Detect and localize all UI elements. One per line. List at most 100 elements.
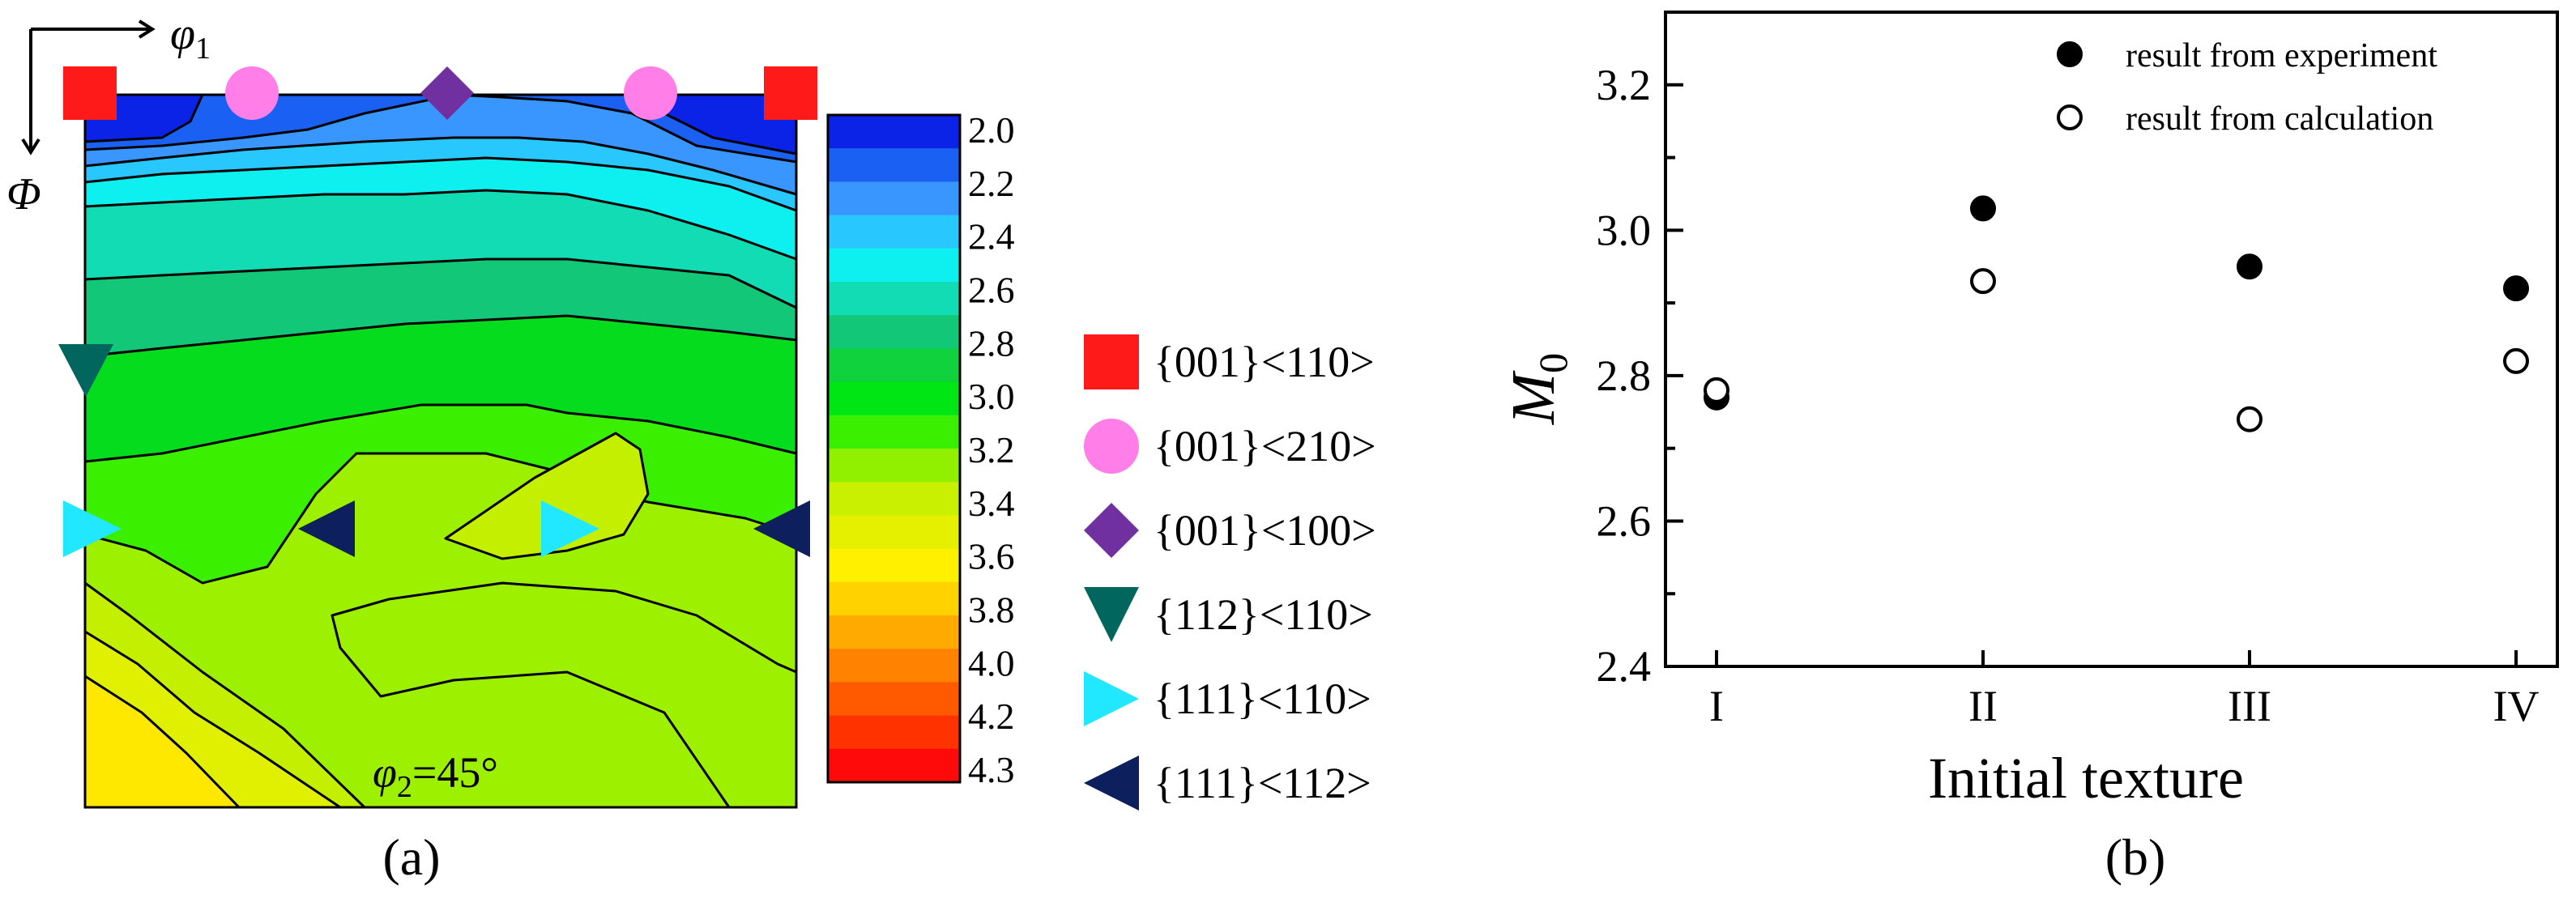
- colorbar-swatch: [828, 148, 960, 182]
- marker-001-110-right: [764, 66, 817, 120]
- legend-marker: [1084, 419, 1139, 474]
- legend-marker: [1084, 503, 1139, 558]
- x-tick-label: II: [1968, 682, 1998, 730]
- colorbar-tick-label: 2.2: [968, 163, 1015, 204]
- colorbar-swatch: [828, 515, 960, 550]
- legend-label: {111}<112>: [1154, 759, 1371, 807]
- texture-legend: {001}<110> {001}<210> {001}<100> {112}<110>…: [1084, 334, 1376, 811]
- legend-item: {112}<110>: [1084, 587, 1373, 642]
- x-tick-label: I: [1709, 682, 1724, 730]
- colorbar-swatch: [828, 348, 960, 383]
- x-axis-label: Initial texture: [1928, 746, 2244, 811]
- y-tick-label: 3.0: [1597, 206, 1652, 254]
- colorbar-tick-label: 2.4: [968, 216, 1015, 257]
- colorbar-swatch: [828, 748, 960, 783]
- scatter-chart: 2.42.62.83.03.2 I II III IV result from exp…: [1499, 11, 2559, 886]
- legend-label: {001}<100>: [1154, 506, 1376, 555]
- y-tick-label: 2.4: [1597, 642, 1652, 691]
- colorbar-tick-label: 4.0: [968, 642, 1015, 683]
- y-tick-label: 2.8: [1597, 351, 1652, 400]
- colorbar-tick-label: 2.6: [968, 270, 1015, 311]
- experiment-point: [2503, 275, 2529, 302]
- marker-112-110: [58, 344, 113, 397]
- y-axis-ticks: 2.4 2.6 2.8 3.0 3.2: [1597, 61, 1683, 691]
- legend-label: {111}<110>: [1154, 675, 1371, 723]
- marker-001-210-right: [624, 66, 677, 120]
- colorbar-swatch: [828, 381, 960, 416]
- y-axis-label: M0: [1499, 353, 1576, 425]
- legend-marker: [1084, 334, 1139, 389]
- panel-b-caption: (b): [2105, 828, 2166, 886]
- colorbar-tick-labels: 2.0 2.2 2.4 2.6 2.8 3.0 3.2 3.4 3.6 3.8 4.0 4.2 4.3: [968, 109, 1015, 790]
- x-axis-ticks: I II III IV: [1709, 650, 2539, 730]
- y-tick-label: 2.6: [1597, 496, 1652, 545]
- experiment-point: [1970, 195, 1996, 222]
- legend-label: {112}<110>: [1154, 590, 1373, 639]
- colorbar-tick-label: 3.6: [968, 536, 1015, 577]
- map-markers: [58, 66, 817, 557]
- marker-001-100: [420, 66, 474, 120]
- colorbar-frame: [826, 113, 962, 784]
- chart-legend-marker: [2057, 41, 2083, 67]
- legend-marker: [1084, 755, 1139, 811]
- contour-panel: φ1 Φ φ2=45° 2.0 2.2 2.4 2.6 2.8 3.0 3.2 3.4 3.6 3…: [6, 9, 1376, 886]
- plot-frame: [1664, 11, 2559, 668]
- chart-legend-label: result from experiment: [2126, 37, 2437, 74]
- Phi-label: Φ: [6, 169, 41, 219]
- colorbar-swatch: [828, 215, 960, 249]
- colorbar-swatch: [828, 248, 960, 283]
- colorbar-tick-label: 2.0: [968, 109, 1015, 151]
- colorbar-swatch: [828, 649, 960, 683]
- x-tick-label: IV: [2493, 682, 2540, 730]
- marker-001-210-left: [225, 66, 279, 120]
- colorbar-swatch: [828, 682, 960, 717]
- legend-marker: [1084, 587, 1139, 642]
- colorbar-tick-label: 3.8: [968, 589, 1015, 631]
- colorbar-swatch: [828, 282, 960, 316]
- calculation-point: [2237, 406, 2263, 432]
- marker-001-110-left: [63, 66, 117, 120]
- marker-111-110-center: [541, 500, 599, 557]
- marker-111-112-right: [753, 500, 810, 557]
- legend-label: {001}<110>: [1154, 338, 1375, 386]
- legend-label: {001}<210>: [1154, 422, 1376, 470]
- colorbar-tick-label: 3.4: [968, 483, 1015, 524]
- colorbar-swatch: [828, 449, 960, 483]
- colorbar-swatch: [828, 615, 960, 649]
- legend-item: {001}<100>: [1084, 503, 1376, 558]
- colorbar-tick-label: 3.0: [968, 376, 1015, 417]
- panel-a-caption: (a): [382, 828, 440, 886]
- chart-legend-marker: [2057, 104, 2083, 130]
- chart-legend: result from experiment result from calcul…: [2057, 37, 2437, 138]
- chart-legend-label: result from calculation: [2126, 100, 2433, 138]
- phi2-section-label: φ2=45°: [373, 748, 498, 804]
- colorbar-swatch: [828, 315, 960, 349]
- legend-item: {001}<210>: [1084, 419, 1376, 474]
- colorbar-swatch: [828, 415, 960, 449]
- euler-axes: [21, 19, 156, 155]
- colorbar-tick-label: 4.3: [968, 749, 1015, 790]
- phi1-label: φ1: [170, 9, 211, 66]
- colorbar-swatch: [828, 115, 960, 149]
- legend-item: {111}<112>: [1084, 755, 1371, 811]
- marker-111-110-left: [63, 500, 122, 557]
- contour-fills: [83, 93, 798, 809]
- experiment-point: [2237, 253, 2263, 280]
- colorbar-tick-label: 4.2: [968, 696, 1015, 737]
- colorbar-swatch: [828, 181, 960, 216]
- colorbar-swatch: [828, 482, 960, 516]
- colorbar-swatch: [828, 581, 960, 616]
- legend-marker: [1084, 671, 1139, 726]
- phi1-arrowhead: [138, 19, 156, 39]
- colorbar-tick-label: 3.2: [968, 429, 1015, 470]
- Phi-arrowhead: [21, 138, 41, 155]
- calculation-point: [1704, 377, 1729, 403]
- contour-island-3-7: [444, 432, 650, 560]
- calculation-point: [1970, 268, 1996, 295]
- marker-111-112-center: [298, 500, 355, 557]
- data-points: [1704, 195, 2529, 432]
- x-tick-label: III: [2228, 682, 2271, 730]
- legend-item: {111}<110>: [1084, 671, 1371, 726]
- colorbar-swatch: [828, 715, 960, 750]
